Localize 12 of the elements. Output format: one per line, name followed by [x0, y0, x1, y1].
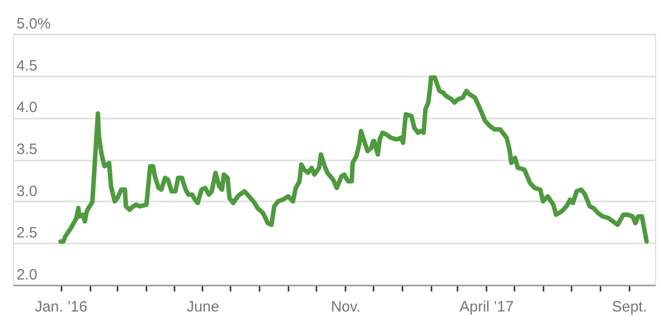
x-tick-label: Nov. — [330, 298, 361, 316]
x-tick-label: April ’17 — [460, 298, 514, 316]
x-tick-label: June — [186, 298, 220, 316]
y-tick-label: 2.5 — [16, 224, 38, 242]
x-tick-label: Sept. — [612, 298, 647, 316]
x-tick-label: Jan. ’16 — [34, 298, 88, 316]
y-tick-label: 3.0 — [16, 182, 38, 200]
y-tick-label: 3.5 — [16, 141, 38, 158]
y-tick-label: 4.0 — [16, 99, 38, 116]
y-tick-label: 2.0 — [16, 266, 38, 284]
y-tick-label: 4.5 — [16, 57, 38, 74]
y-tick-label: 5.0% — [16, 16, 51, 32]
